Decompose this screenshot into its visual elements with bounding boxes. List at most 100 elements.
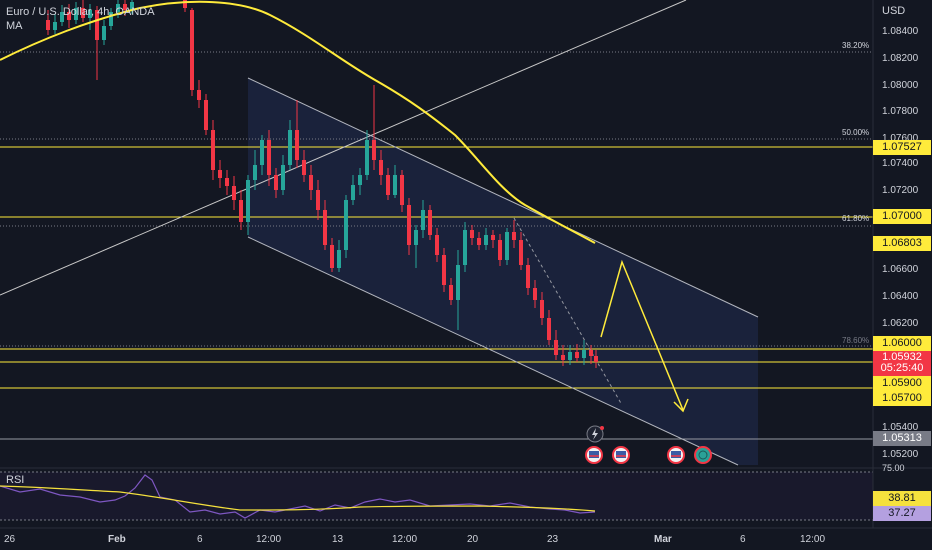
candle-body	[337, 250, 341, 268]
candle-body	[88, 10, 92, 18]
candle-body	[456, 265, 460, 300]
price-tick: 1.06400	[882, 291, 919, 302]
candle-body	[302, 160, 306, 175]
candle-body	[421, 210, 425, 230]
channel-lower-line	[247, 236, 739, 466]
time-tick: 26	[4, 534, 16, 545]
economic-event-flag-icon[interactable]	[667, 446, 685, 464]
candle-body	[288, 130, 292, 165]
candle-body	[470, 230, 474, 238]
candle-body	[428, 210, 432, 235]
fib-label-78: 78.60%	[842, 336, 869, 345]
candle-body	[358, 175, 362, 185]
bar-countdown: 05:25:40	[880, 362, 924, 374]
candle-body	[407, 205, 411, 245]
candlesticks	[46, 0, 598, 368]
rsi-title[interactable]: RSI	[6, 474, 25, 486]
time-axis[interactable]: 26 Feb 6 12:00 13 12:00 20 23 Mar 6 12:0…	[4, 534, 825, 545]
candle-body	[442, 255, 446, 285]
time-tick: Feb	[108, 534, 126, 545]
candle-body	[519, 240, 523, 265]
last-price-tag: 1.05932 05:25:40	[873, 351, 931, 376]
rsi-line	[0, 474, 596, 519]
ascending-trendline	[0, 0, 687, 296]
price-tick: 1.05200	[882, 449, 919, 460]
candle-body	[309, 175, 313, 190]
economic-event-flag-icon[interactable]	[585, 446, 603, 464]
descending-channel-fill	[248, 78, 758, 465]
price-tag-level: 1.07000	[873, 209, 931, 224]
candle-body	[67, 12, 71, 20]
candle-body	[218, 170, 222, 178]
currency-label[interactable]: USD	[882, 5, 906, 17]
candle-body	[554, 340, 558, 355]
candle-body	[95, 10, 99, 40]
candle-body	[449, 285, 453, 300]
price-tick: 1.07600	[882, 133, 919, 144]
candle-body	[239, 200, 243, 222]
candle-body	[267, 140, 271, 175]
candle-body	[547, 318, 551, 340]
candle-body	[344, 200, 348, 250]
rsi-tick: 75.00	[882, 463, 905, 473]
candle-body	[463, 230, 467, 265]
candle-body	[253, 165, 257, 180]
candle-body	[386, 175, 390, 195]
candle-body	[477, 238, 481, 245]
time-tick: Mar	[654, 534, 672, 545]
candle-body	[351, 185, 355, 200]
candle-body	[379, 160, 383, 175]
candle-body	[575, 352, 579, 358]
candle-body	[109, 12, 113, 26]
price-tag-level: 1.05313	[873, 431, 931, 446]
time-tick: 6	[197, 534, 203, 545]
lightning-event-icon[interactable]	[586, 425, 604, 443]
candle-body	[260, 140, 264, 165]
candle-body	[491, 235, 495, 240]
time-tick: 23	[547, 534, 559, 545]
price-tag-level: 1.05700	[873, 391, 931, 406]
time-tick: 12:00	[800, 534, 825, 545]
time-tick: 20	[467, 534, 479, 545]
price-tick: 1.08200	[882, 53, 919, 64]
candle-body	[102, 26, 106, 40]
candle-body	[316, 190, 320, 210]
horizontal-levels	[0, 146, 873, 389]
price-tag-level: 1.06803	[873, 236, 931, 251]
candle-body	[365, 140, 369, 175]
rsi-ma-value-tag: 38.81	[873, 491, 931, 506]
economic-event-globe-icon[interactable]	[694, 446, 712, 464]
price-tick: 1.06200	[882, 318, 919, 329]
candle-body	[540, 300, 544, 318]
candle-body	[81, 8, 85, 18]
candle-body	[561, 355, 565, 360]
symbol-title[interactable]: Euro / U.S. Dollar, 4h, OANDA	[6, 6, 155, 18]
price-axis[interactable]: 1.08400 1.08200 1.08000 1.07800 1.07600 …	[882, 26, 919, 473]
candle-body	[435, 235, 439, 255]
rsi-value-tag: 37.27	[873, 506, 931, 521]
candle-body	[232, 186, 236, 200]
candle-body	[246, 180, 250, 222]
candle-body	[589, 350, 593, 356]
candle-body	[393, 175, 397, 195]
candle-body	[484, 235, 488, 245]
candle-body	[526, 265, 530, 288]
candle-body	[60, 12, 64, 22]
indicator-label[interactable]: MA	[6, 20, 23, 32]
candle-body	[74, 8, 78, 20]
moving-average-line	[0, 0, 596, 244]
rsi-ma-line	[0, 485, 596, 512]
channel-upper-line	[247, 77, 759, 318]
price-tick: 1.06600	[882, 264, 919, 275]
last-price: 1.05932	[882, 351, 922, 363]
candle-body	[582, 350, 586, 358]
rsi-band	[0, 472, 873, 520]
candle-body	[330, 245, 334, 268]
candle-body	[533, 288, 537, 300]
time-tick: 12:00	[256, 534, 281, 545]
projection-arrow-head	[673, 398, 689, 413]
candle-body	[274, 175, 278, 190]
economic-event-flag-icon[interactable]	[612, 446, 630, 464]
chart-legend: Euro / U.S. Dollar, 4h, OANDA MA	[6, 5, 155, 33]
